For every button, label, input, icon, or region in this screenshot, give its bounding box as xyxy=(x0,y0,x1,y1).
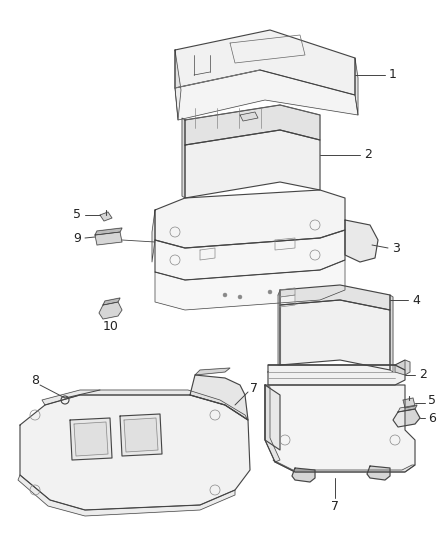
Text: 1: 1 xyxy=(389,69,397,82)
Polygon shape xyxy=(95,228,122,235)
Polygon shape xyxy=(355,58,358,115)
Circle shape xyxy=(268,290,272,294)
Polygon shape xyxy=(278,290,280,365)
Text: 10: 10 xyxy=(103,319,119,333)
Polygon shape xyxy=(292,468,315,482)
Polygon shape xyxy=(18,475,235,516)
Polygon shape xyxy=(42,390,248,420)
Text: 9: 9 xyxy=(73,231,81,245)
Polygon shape xyxy=(268,360,405,370)
Text: 5: 5 xyxy=(73,208,81,222)
Polygon shape xyxy=(155,260,345,310)
Polygon shape xyxy=(390,295,393,372)
Polygon shape xyxy=(403,398,415,408)
Text: 2: 2 xyxy=(364,149,372,161)
Polygon shape xyxy=(185,105,320,145)
Polygon shape xyxy=(195,368,230,375)
Polygon shape xyxy=(124,418,158,452)
Polygon shape xyxy=(95,232,122,245)
Polygon shape xyxy=(175,30,355,95)
Polygon shape xyxy=(20,395,250,510)
Polygon shape xyxy=(280,285,390,310)
Polygon shape xyxy=(155,190,345,248)
Text: 4: 4 xyxy=(412,294,420,306)
Polygon shape xyxy=(103,298,120,305)
Text: 7: 7 xyxy=(250,382,258,394)
Text: 3: 3 xyxy=(392,241,400,254)
Circle shape xyxy=(223,293,227,297)
Text: 2: 2 xyxy=(419,368,427,382)
Polygon shape xyxy=(345,220,378,262)
Text: 5: 5 xyxy=(428,393,436,407)
Text: 7: 7 xyxy=(331,499,339,513)
Polygon shape xyxy=(175,70,358,120)
Polygon shape xyxy=(240,112,258,121)
Polygon shape xyxy=(100,212,112,221)
Text: 8: 8 xyxy=(31,375,39,387)
Polygon shape xyxy=(152,210,155,262)
Polygon shape xyxy=(190,375,248,420)
Polygon shape xyxy=(185,130,320,198)
Polygon shape xyxy=(175,50,181,120)
Polygon shape xyxy=(280,288,295,297)
Polygon shape xyxy=(74,422,108,456)
Polygon shape xyxy=(182,118,185,198)
Polygon shape xyxy=(393,409,420,427)
Circle shape xyxy=(238,295,242,299)
Polygon shape xyxy=(265,385,280,462)
Polygon shape xyxy=(280,295,295,307)
Polygon shape xyxy=(70,418,112,460)
Polygon shape xyxy=(273,460,415,472)
Polygon shape xyxy=(155,230,345,280)
Polygon shape xyxy=(120,414,162,456)
Polygon shape xyxy=(265,385,415,472)
Polygon shape xyxy=(99,302,122,319)
Polygon shape xyxy=(268,365,405,385)
Polygon shape xyxy=(367,466,390,480)
Polygon shape xyxy=(265,385,280,450)
Polygon shape xyxy=(395,360,410,375)
Polygon shape xyxy=(398,405,417,412)
Polygon shape xyxy=(280,300,390,370)
Text: 6: 6 xyxy=(428,411,436,424)
